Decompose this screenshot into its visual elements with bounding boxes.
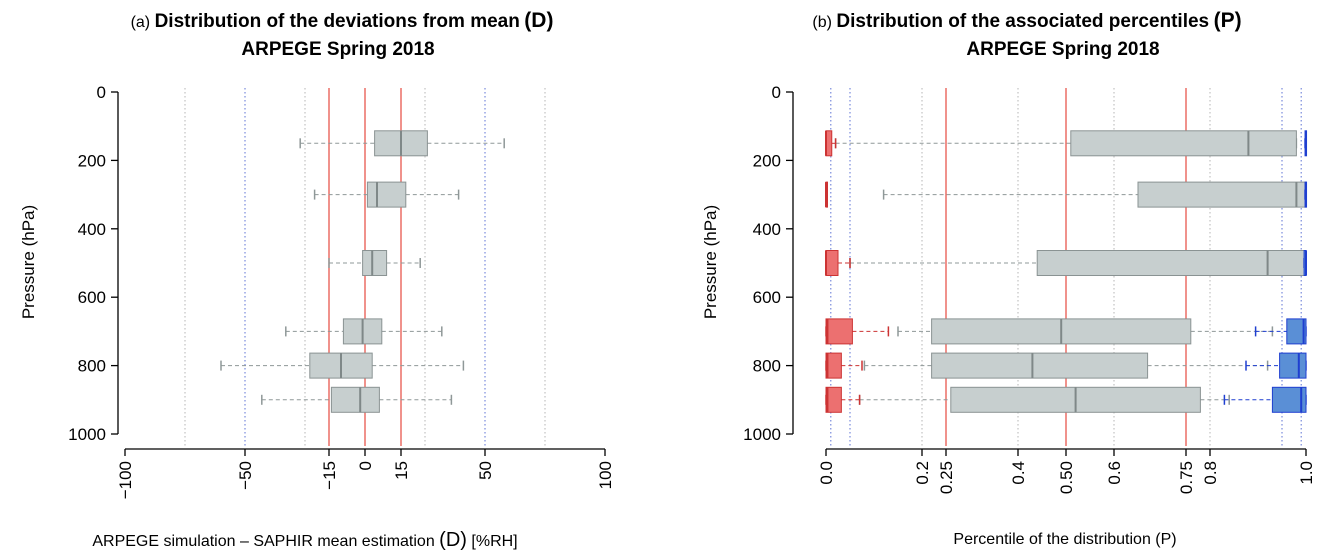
- panel-b-blue-box-3: [1286, 318, 1307, 345]
- panel-a-y-tick-label-4: 800: [78, 357, 106, 376]
- panel-b-x-tick-label-6: 0.75: [1177, 461, 1196, 494]
- panel-a-title-symbol: (D): [524, 9, 553, 32]
- panel-b-red-box-2: [825, 250, 839, 276]
- panel-b-y-tick-label-0: 0: [772, 83, 781, 102]
- panel-b-red-box-5: [825, 386, 842, 413]
- panel-b-axes: 0 200 400 600 800 1000 0.0 0.2 0.25 0.4 0.50 0.6 0.7…: [743, 83, 1316, 494]
- panel-a-gray-box-1: [366, 181, 407, 208]
- panel-a-x-tick-label-1: −50: [236, 461, 255, 490]
- panel-a-x-tick-label-2: −15: [320, 461, 339, 490]
- panel-a-y-tick-label-0: 0: [97, 83, 106, 102]
- panel-a-gray-box-2: [362, 250, 388, 276]
- panel-b-title: (b) Distribution of the associated perce…: [812, 9, 1241, 32]
- panel-b: (b) Distribution of the associated perce…: [701, 9, 1316, 548]
- panel-b-tag: (b): [812, 14, 832, 31]
- panel-b-y-tick-label-4: 800: [753, 357, 781, 376]
- panel-b-red-box-4: [825, 352, 842, 379]
- panel-b-x-tick-label-3: 0.4: [1009, 461, 1028, 485]
- panel-a-title: (a) Distribution of the deviations from …: [131, 9, 554, 32]
- panel-b-y-tick-label-1: 200: [753, 151, 781, 170]
- panel-a-subtitle: ARPEGE Spring 2018: [241, 39, 434, 60]
- panel-b-title-main: Distribution of the associated percentil…: [836, 11, 1209, 32]
- panel-b-gray-box-2: [1036, 250, 1307, 276]
- panel-a-axes: 0 200 400 600 800 1000 −100 −50 −15 0 15 50 100: [68, 83, 615, 499]
- panel-b-x-tick-label-4: 0.50: [1057, 461, 1076, 494]
- panel-a-title-main: Distribution of the deviations from mean: [155, 11, 520, 32]
- panel-a-y-tick-label-3: 600: [78, 288, 106, 307]
- panel-a-boxes: [220, 130, 505, 413]
- panel-b-gray-box-4: [931, 352, 1149, 379]
- panel-b-x-tick-label-1: 0.2: [913, 461, 932, 485]
- panel-a-x-tick-label-0: −100: [116, 461, 135, 499]
- panel-b-gray-box-0: [1070, 130, 1297, 157]
- panel-a-x-tick-label-5: 50: [476, 461, 495, 480]
- panel-a: (a) Distribution of the deviations from …: [19, 9, 615, 551]
- panel-b-boxes: [825, 130, 1308, 413]
- panel-b-ylabel: Pressure (hPa): [701, 205, 720, 319]
- panel-a-xlabel-symbol: (D): [439, 529, 467, 551]
- panel-b-x-tick-label-8: 1.0: [1297, 461, 1316, 485]
- panel-b-x-tick-label-5: 0.6: [1105, 461, 1124, 485]
- panel-b-y-tick-label-2: 400: [753, 220, 781, 239]
- panel-a-xlabel-main: ARPEGE simulation – SAPHIR mean estimati…: [92, 533, 434, 550]
- panel-b-y-tick-label-3: 600: [753, 288, 781, 307]
- panel-a-xlabel: ARPEGE simulation – SAPHIR mean estimati…: [92, 529, 517, 551]
- panel-b-blue-box-4: [1279, 352, 1307, 379]
- panel-a-tag: (a): [131, 14, 151, 31]
- panel-a-y-tick-label-1: 200: [78, 151, 106, 170]
- panel-a-x-tick-label-6: 100: [596, 461, 615, 489]
- panel-b-x-tick-label-0: 0.0: [817, 461, 836, 485]
- panel-b-x-tick-label-7: 0.8: [1201, 461, 1220, 485]
- panel-a-y-tick-label-2: 400: [78, 220, 106, 239]
- panel-b-red-box-3: [825, 318, 853, 345]
- panel-a-x-tick-label-3: 0: [356, 461, 375, 470]
- panel-a-gray-box-5: [330, 386, 380, 413]
- panel-a-y-tick-label-5: 1000: [68, 425, 106, 444]
- panel-a-xlabel-unit: [%RH]: [471, 533, 517, 550]
- panel-b-x-tick-label-2: 0.25: [937, 461, 956, 494]
- panel-b-subtitle: ARPEGE Spring 2018: [966, 39, 1159, 60]
- panel-b-xlabel: Percentile of the distribution (P): [953, 531, 1176, 548]
- panel-b-y-tick-label-5: 1000: [743, 425, 781, 444]
- panel-b-title-symbol: (P): [1214, 9, 1242, 32]
- panel-a-x-tick-label-4: 15: [392, 461, 411, 480]
- panel-b-gray-box-1: [1137, 181, 1307, 208]
- panel-a-ylabel: Pressure (hPa): [19, 205, 38, 319]
